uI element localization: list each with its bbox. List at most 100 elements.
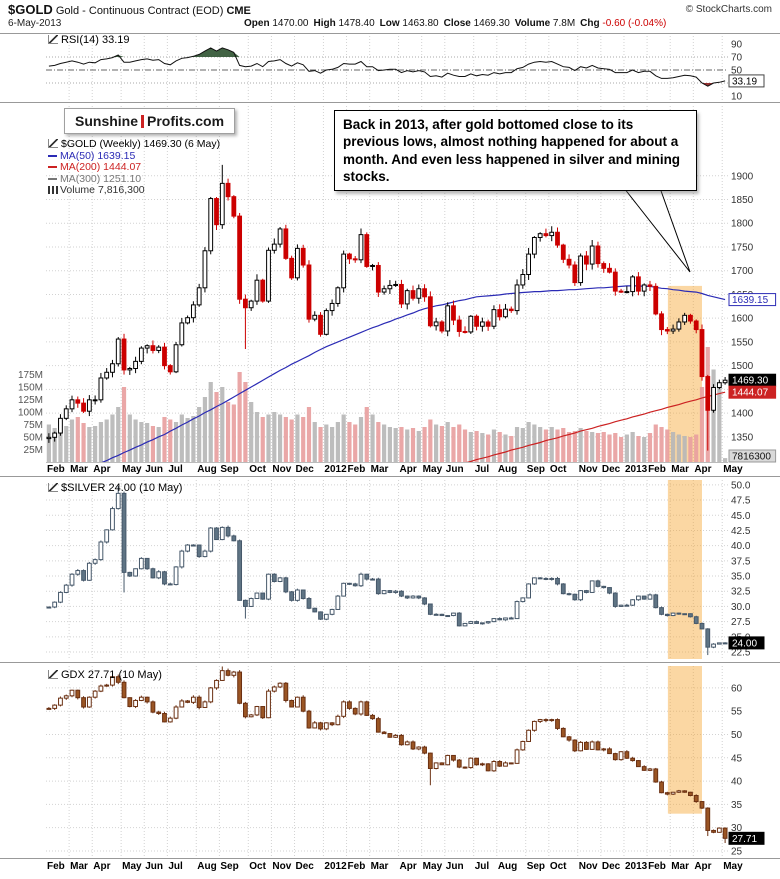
svg-text:Feb: Feb — [47, 861, 65, 872]
ohlc-quote-row: Open 1470.00 High 1478.40 Low 1463.80 Cl… — [244, 18, 671, 29]
quote-value-open: 1470.00 — [269, 18, 314, 29]
svg-text:125M: 125M — [18, 395, 43, 406]
svg-text:2013: 2013 — [625, 861, 648, 872]
svg-text:Dec: Dec — [602, 464, 621, 475]
price-plot-icon — [48, 139, 58, 148]
indicator-icon — [48, 483, 58, 492]
svg-text:Jun: Jun — [446, 464, 464, 475]
chart-date: 6-May-2013 — [8, 18, 62, 29]
silver-highlight-band — [667, 480, 702, 659]
ma50-icon — [48, 154, 57, 157]
gold-title: $GOLD (Weekly) 1469.30 (6 May) — [61, 138, 221, 150]
exchange: CME — [226, 5, 251, 17]
svg-text:May: May — [423, 861, 443, 872]
silver-candles — [46, 486, 728, 656]
svg-text:Jul: Jul — [475, 464, 490, 475]
legend-ma50: MA(50) 1639.15 — [48, 150, 220, 163]
rsi-value-box — [728, 74, 765, 88]
svg-text:May: May — [122, 464, 142, 475]
svg-text:May: May — [122, 861, 142, 872]
svg-text:Aug: Aug — [498, 464, 517, 475]
svg-text:Apr: Apr — [694, 861, 711, 872]
svg-text:150M: 150M — [18, 383, 43, 394]
svg-text:Sep: Sep — [527, 861, 545, 872]
svg-text:Jul: Jul — [168, 464, 183, 475]
rsi-line — [48, 47, 726, 87]
svg-text:May: May — [723, 464, 743, 475]
gold-legend: $GOLD (Weekly) 1469.30 (6 May) MA(50) 16… — [48, 138, 221, 197]
ma300-icon — [48, 177, 57, 180]
logo-part2: Profits.com — [147, 113, 225, 129]
svg-text:1550: 1550 — [731, 337, 754, 348]
svg-text:Oct: Oct — [550, 861, 567, 872]
ma200-icon — [48, 166, 57, 168]
svg-text:Mar: Mar — [371, 861, 389, 872]
svg-text:10: 10 — [731, 91, 743, 102]
quote-value-low: 1463.80 — [399, 18, 444, 29]
svg-text:Nov: Nov — [579, 464, 598, 475]
svg-text:Oct: Oct — [550, 464, 567, 475]
svg-text:30: 30 — [731, 823, 743, 834]
svg-text:Mar: Mar — [671, 861, 689, 872]
svg-text:33.19: 33.19 — [732, 76, 757, 87]
svg-text:Sep: Sep — [220, 464, 238, 475]
svg-text:22.5: 22.5 — [731, 648, 751, 659]
svg-text:May: May — [423, 464, 443, 475]
svg-text:1750: 1750 — [731, 242, 754, 253]
svg-text:1850: 1850 — [731, 195, 754, 206]
legend-volume: Volume 7,816,300 — [48, 184, 220, 197]
svg-text:60: 60 — [731, 683, 743, 694]
svg-text:1639.15: 1639.15 — [732, 295, 769, 306]
svg-text:90: 90 — [731, 39, 743, 50]
gdx-value-box — [728, 831, 765, 845]
svg-text:Apr: Apr — [694, 464, 711, 475]
svg-text:42.5: 42.5 — [731, 526, 751, 537]
gold-legend-items: MA(50) 1639.15 MA(200) 1444.07 MA(300) 125… — [48, 150, 220, 197]
quote-value-close: 1469.30 — [470, 18, 515, 29]
rsi-label-text: RSI(14) 33.19 — [61, 34, 130, 46]
gold-volume-box — [728, 449, 777, 463]
quote-value-high: 1478.40 — [335, 18, 380, 29]
instrument-name: Gold - Continuous Contract (EOD) — [55, 5, 224, 17]
symbol: $GOLD — [8, 2, 53, 17]
gdx-candles — [46, 666, 728, 844]
svg-text:Aug: Aug — [197, 861, 216, 872]
svg-text:Mar: Mar — [371, 464, 389, 475]
silver-label: $SILVER 24.00 (10 May) — [48, 482, 182, 494]
svg-text:50.0: 50.0 — [731, 480, 751, 491]
quote-value-chg: -0.60 (-0.04%) — [599, 18, 672, 29]
svg-text:55: 55 — [731, 707, 743, 718]
svg-text:Feb: Feb — [648, 464, 666, 475]
svg-text:Feb: Feb — [648, 861, 666, 872]
svg-text:100M: 100M — [18, 408, 43, 419]
svg-text:Dec: Dec — [296, 464, 315, 475]
rsi-label: RSI(14) 33.19 — [48, 34, 129, 46]
svg-text:Feb: Feb — [348, 861, 366, 872]
svg-text:2013: 2013 — [625, 464, 648, 475]
svg-text:47.5: 47.5 — [731, 496, 751, 507]
quote-label-open: Open — [244, 18, 270, 29]
svg-text:Aug: Aug — [498, 861, 517, 872]
svg-text:50: 50 — [731, 65, 743, 76]
gold-value-box — [728, 293, 777, 307]
svg-text:May: May — [723, 861, 743, 872]
svg-text:Jun: Jun — [145, 464, 163, 475]
svg-text:Jun: Jun — [446, 861, 464, 872]
quote-label-low: Low — [379, 18, 400, 29]
svg-text:1350: 1350 — [731, 432, 754, 443]
svg-text:175M: 175M — [18, 370, 43, 381]
svg-text:7816300: 7816300 — [732, 452, 771, 463]
gold-value-box — [728, 385, 777, 399]
gdx-highlight-band — [667, 666, 702, 814]
svg-text:24.00: 24.00 — [732, 638, 757, 649]
svg-text:Mar: Mar — [671, 464, 689, 475]
sunshine-profits-logo: Sunshine Profits.com — [64, 108, 236, 134]
svg-text:Jun: Jun — [145, 861, 163, 872]
silver-value-box — [728, 636, 765, 650]
svg-text:25M: 25M — [24, 445, 43, 456]
svg-text:Nov: Nov — [579, 861, 598, 872]
annotation-tail — [623, 187, 691, 273]
svg-text:2012: 2012 — [324, 861, 347, 872]
svg-text:Apr: Apr — [93, 464, 110, 475]
